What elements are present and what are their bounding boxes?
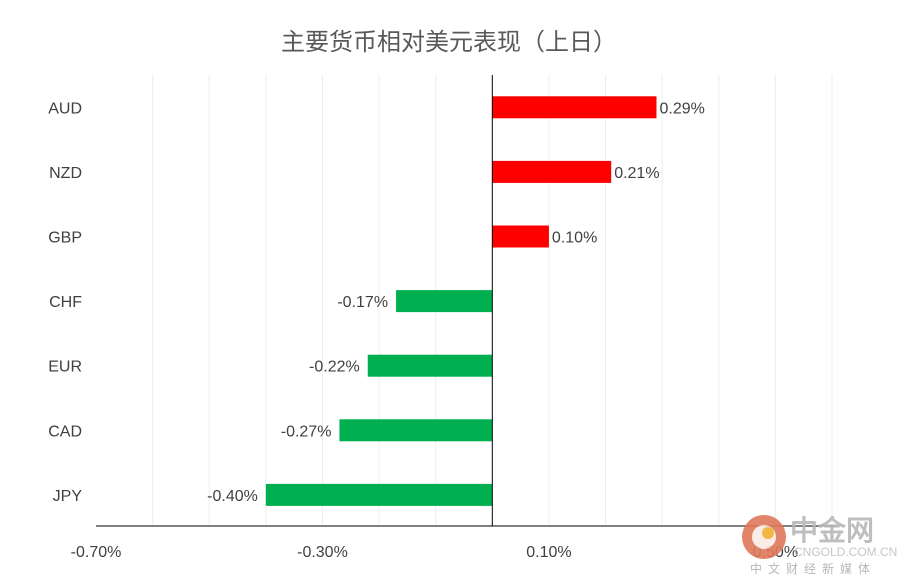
bar-nzd: [492, 160, 612, 183]
category-label: JPY: [53, 488, 83, 505]
data-labels: 0.29% 0.21% 0.10% -0.17% -0.22% -0.27% -0.40%: [207, 100, 705, 505]
data-label: 0.29%: [659, 100, 704, 117]
data-label: -0.27%: [281, 423, 332, 440]
watermark-tagline: 中文财经新媒体: [750, 561, 876, 576]
watermark-url: CNGOLD.COM.CN: [794, 545, 897, 559]
x-tick-label: -0.30%: [297, 544, 348, 561]
category-label: CAD: [48, 423, 82, 440]
category-labels: AUD NZD GBP CHF EUR CAD JPY: [48, 100, 82, 505]
watermark: 中金网 CNGOLD.COM.CN 中文财经新媒体: [742, 514, 897, 576]
data-label: -0.40%: [207, 488, 258, 505]
category-label: EUR: [48, 359, 82, 376]
x-tick-label: 0.10%: [526, 544, 571, 561]
chart-title: 主要货币相对美元表现（上日）: [281, 28, 617, 56]
data-label: -0.17%: [337, 294, 388, 311]
watermark-name: 中金网: [790, 514, 874, 547]
category-label: NZD: [49, 165, 82, 182]
logo-core-icon: [762, 527, 774, 539]
data-label: -0.22%: [309, 359, 360, 376]
bar-eur: [367, 354, 493, 377]
category-label: AUD: [48, 100, 82, 117]
category-label: CHF: [49, 294, 82, 311]
bar-jpy: [265, 483, 493, 506]
data-label: 0.10%: [552, 230, 597, 247]
data-label: 0.21%: [614, 165, 659, 182]
bars: [265, 96, 657, 506]
bar-chf: [396, 290, 493, 313]
bar-aud: [492, 96, 657, 119]
bar-gbp: [492, 225, 549, 248]
x-axis: -0.70%-0.30%0.10%0.50%: [71, 525, 836, 561]
x-tick-label: -0.70%: [71, 544, 122, 561]
bar-cad: [339, 419, 493, 442]
category-label: GBP: [48, 230, 82, 247]
